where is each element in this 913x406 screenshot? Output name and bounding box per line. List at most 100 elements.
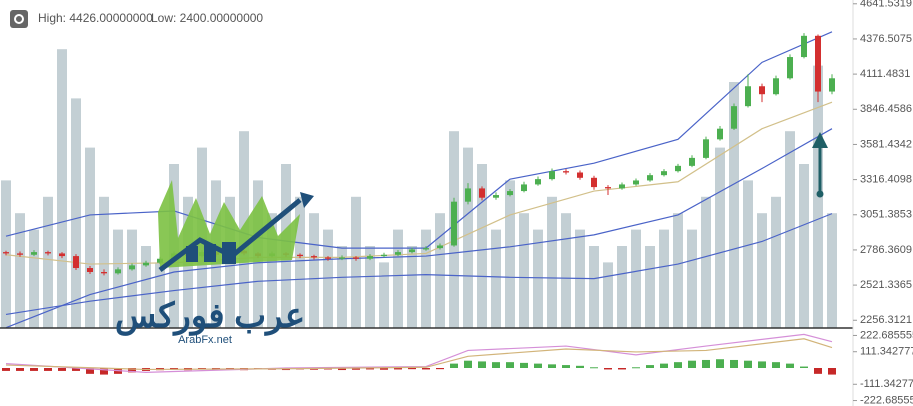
volume-bar [365,246,375,328]
macd-bar [800,366,808,368]
volume-bar [393,229,403,328]
macd-bar [716,359,724,368]
y-tick-label: 2521.3365 [860,279,912,291]
candle-body [507,191,513,196]
volume-bar [603,262,613,328]
macd-y-tick-label: 111.342777 [860,346,913,358]
macd-bar [660,363,668,368]
macd-bar [58,368,66,371]
candle-body [31,252,37,255]
volume-bar [71,98,81,329]
volume-bar [757,213,767,328]
macd-bar [338,368,346,371]
candle-body [311,256,317,258]
candle-body [45,252,51,254]
volume-bar [379,262,389,328]
macd-bar [72,368,80,371]
macd-bar [450,363,458,368]
indicator-line [5,213,833,316]
volume-bar [561,213,571,328]
volume-bar [155,262,165,328]
volume-bar [309,213,319,328]
volume-bar [113,229,123,328]
macd-bar [828,368,836,375]
volume-bar [827,213,837,328]
plot [1,31,837,375]
candle-body [129,265,135,270]
volume-bar [589,246,599,328]
y-tick-label: 2256.3121 [860,314,912,326]
macd-bar [422,368,430,370]
macd-bar [520,362,528,368]
candle-body [479,188,485,198]
macd-bar [44,368,52,371]
y-tick-label: 2786.3609 [860,244,912,256]
candle-body [423,248,429,250]
candle-body [3,252,9,254]
candle-body [731,106,737,129]
volume-bar [127,229,137,328]
volume-bar [337,246,347,328]
macd-bar [814,368,822,374]
candle-body [339,257,345,259]
candle-body [703,139,709,158]
macd-line [5,338,833,371]
header-high: High: 4426.00000000 [38,11,153,25]
volume-bar [785,131,795,328]
candle-body [563,171,569,173]
volume-bar [57,49,67,328]
candle-body [73,256,79,269]
macd-bar [786,363,794,368]
volume-bar [435,213,445,328]
macd-bar [506,362,514,368]
volume-bar [407,246,417,328]
volume-bar [351,196,361,328]
volume-bar [491,229,501,328]
candle-body [577,172,583,178]
candle-body [437,245,443,249]
candle-body [549,171,555,180]
candle-body [395,252,401,255]
y-tick-label: 4641.5319 [860,0,912,10]
volume-bar [99,196,109,328]
macd-bar [674,362,682,368]
macd-bar [576,365,584,368]
settings-icon[interactable] [10,10,28,28]
volume-bar [295,196,305,328]
macd-bar [366,368,374,370]
candle-body [647,175,653,181]
volume-bar [141,246,151,328]
candle-body [367,256,373,259]
macd-bar [408,368,416,370]
macd-bar [632,367,640,369]
volume-bar [267,213,277,328]
macd-y-tick-label: -222.685555 [860,394,913,406]
macd-bar [2,368,10,371]
volume-bar [701,196,711,328]
volume-bar [43,196,53,328]
y-tick-label: 4111.4831 [860,68,910,80]
candle-body [353,257,359,259]
macd-bar [730,359,738,368]
candle-body [381,254,387,257]
volume-bar [673,213,683,328]
candle-body [773,78,779,95]
volume-bar [15,213,25,328]
volume-bar [505,180,515,328]
macd-bar [478,361,486,368]
axis-background [853,0,913,406]
macd-y-tick-label: 222.685555 [860,329,913,341]
volume-bar [659,229,669,328]
macd-bar [492,362,500,368]
macd-bar [380,368,388,370]
volume-bar [715,147,725,328]
macd-bar [394,368,402,370]
candle-body [717,128,723,140]
candle-body [17,253,23,255]
volume-bar [421,229,431,328]
volume-bar [631,229,641,328]
macd-bar [758,361,766,368]
candle-body [465,188,471,202]
candle-body [745,86,751,107]
volume-bar [729,82,739,328]
